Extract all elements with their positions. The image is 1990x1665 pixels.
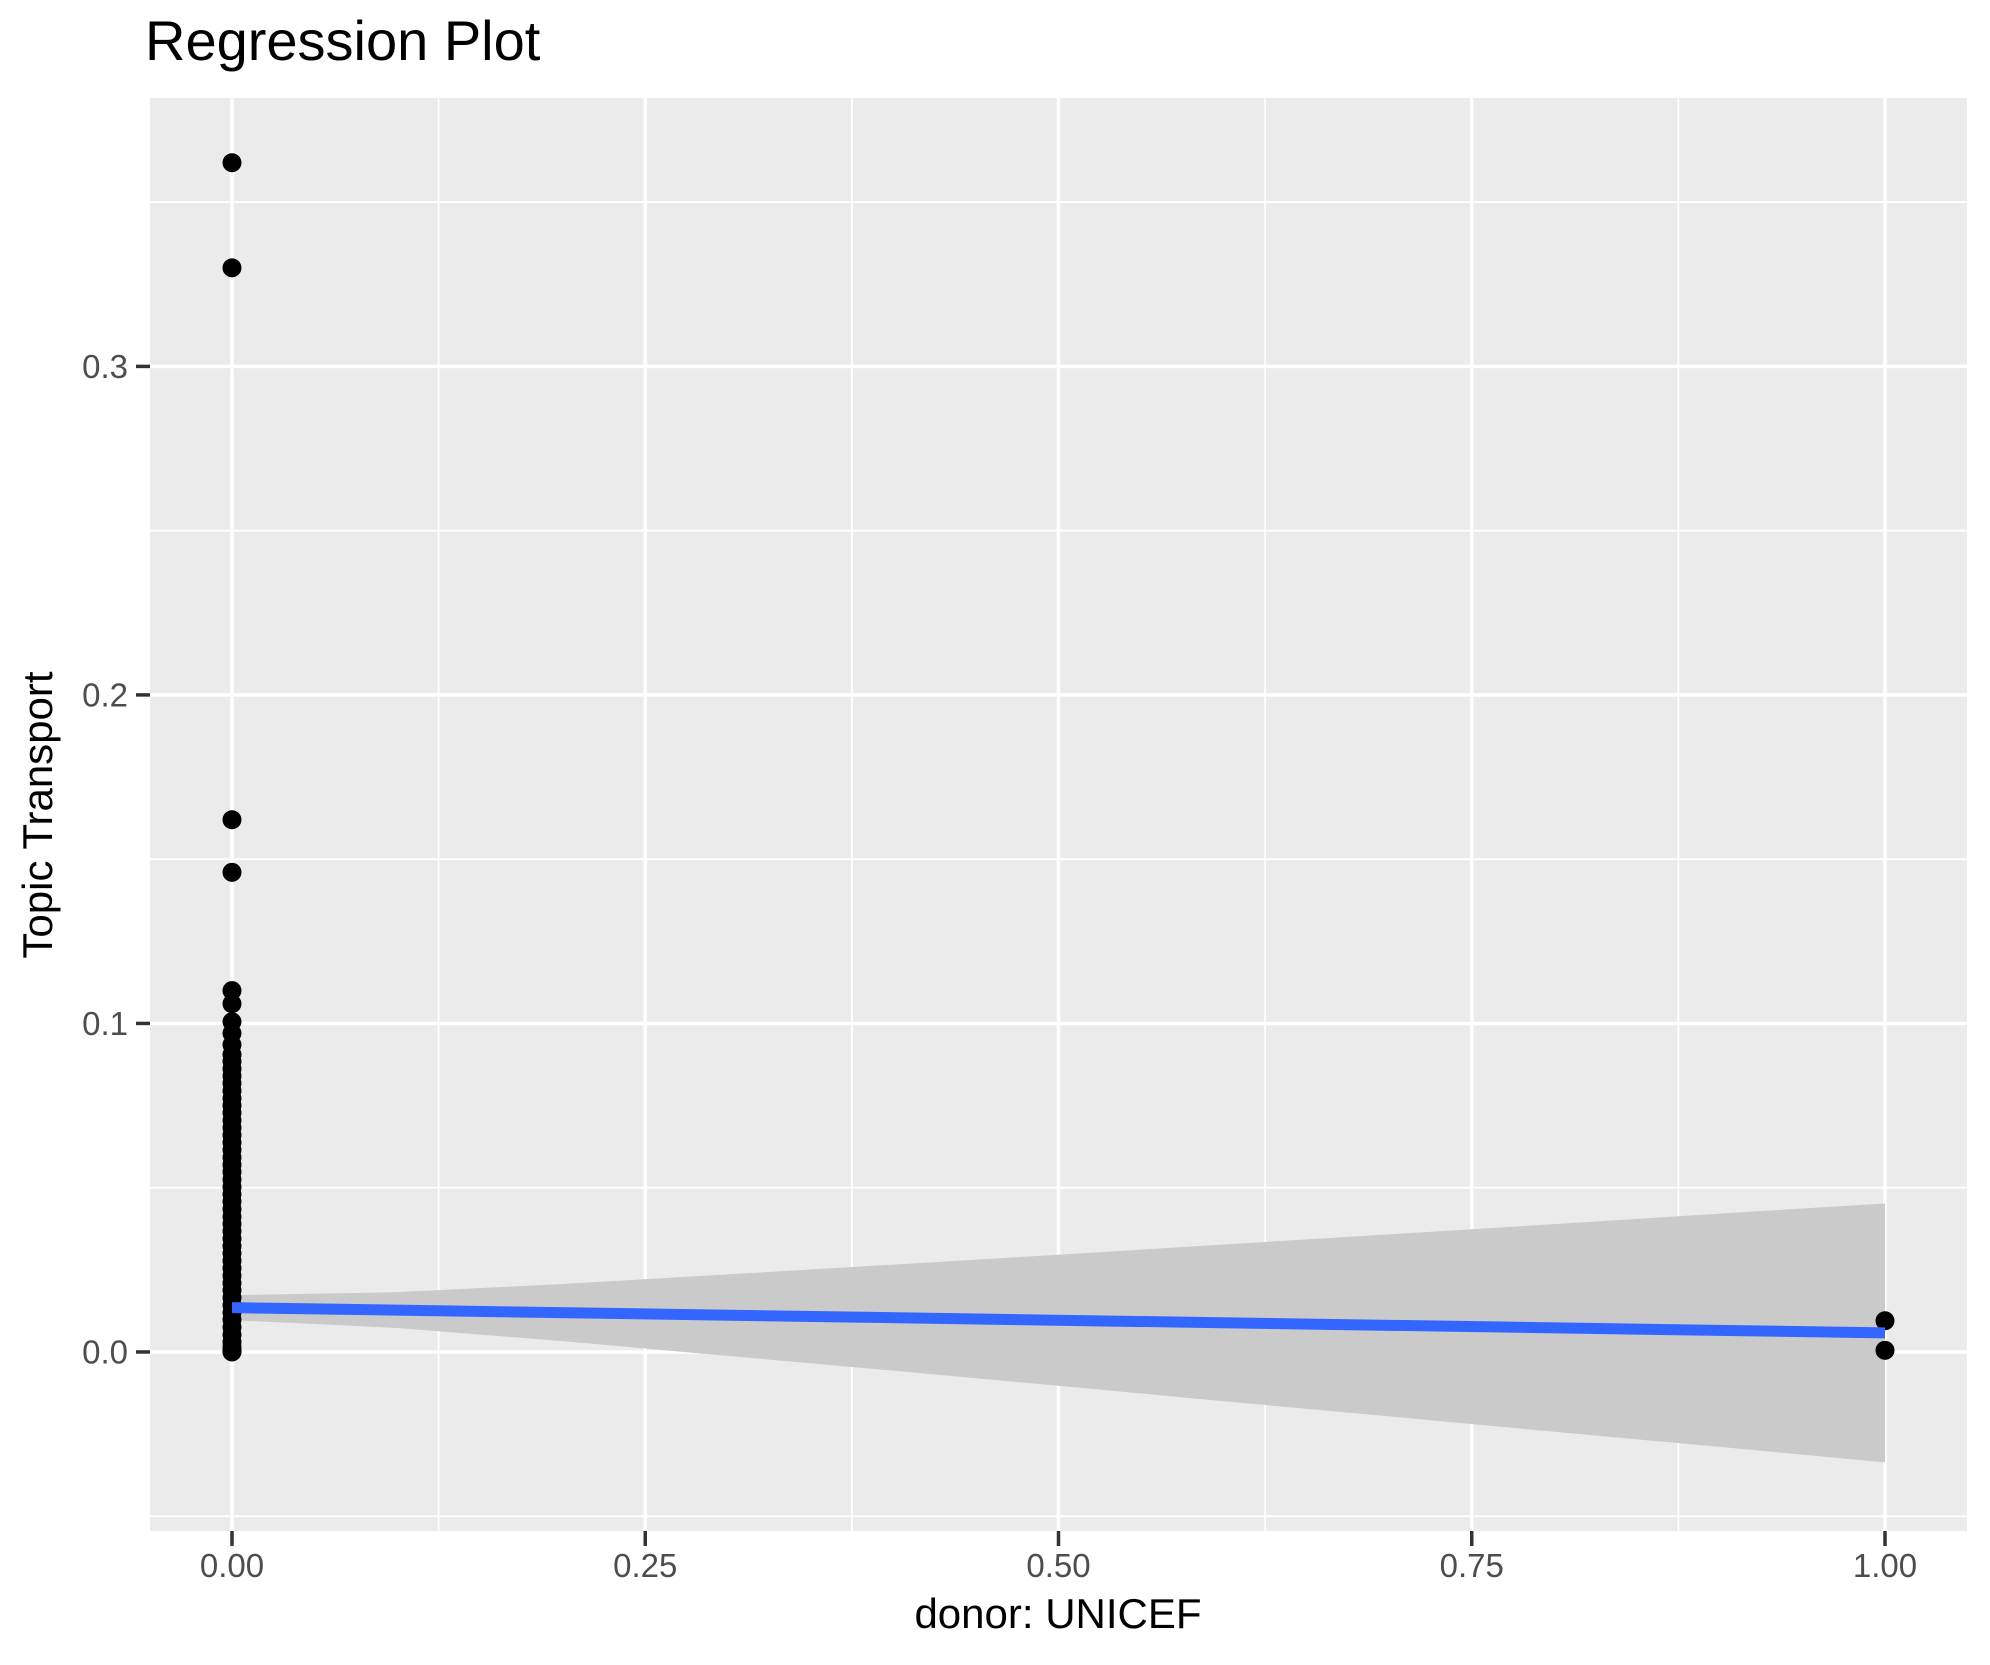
data-point [222, 994, 242, 1014]
data-point [1875, 1311, 1895, 1331]
data-point [222, 258, 242, 278]
y-tick-label: 0.3 [82, 348, 128, 385]
data-point [222, 153, 242, 173]
x-tick-label: 0.50 [1026, 1547, 1090, 1584]
confidence-band [231, 1203, 1886, 1463]
data-point [222, 810, 242, 830]
y-tick-label: 0.1 [82, 1005, 128, 1042]
data-point [1875, 1340, 1895, 1360]
x-tick-label: 0.75 [1440, 1547, 1504, 1584]
plot-title: Regression Plot [145, 9, 541, 72]
data-point [222, 1342, 242, 1362]
y-tick-label: 0.2 [82, 676, 128, 713]
x-tick-label: 0.25 [613, 1547, 677, 1584]
x-tick-label: 1.00 [1853, 1547, 1917, 1584]
data-point [222, 981, 242, 1001]
data-point [222, 862, 242, 882]
x-axis-title: donor: UNICEF [914, 1590, 1202, 1637]
regression-line [231, 1302, 1886, 1339]
x-tick-label: 0.00 [200, 1547, 264, 1584]
y-tick-label: 0.0 [82, 1334, 128, 1371]
